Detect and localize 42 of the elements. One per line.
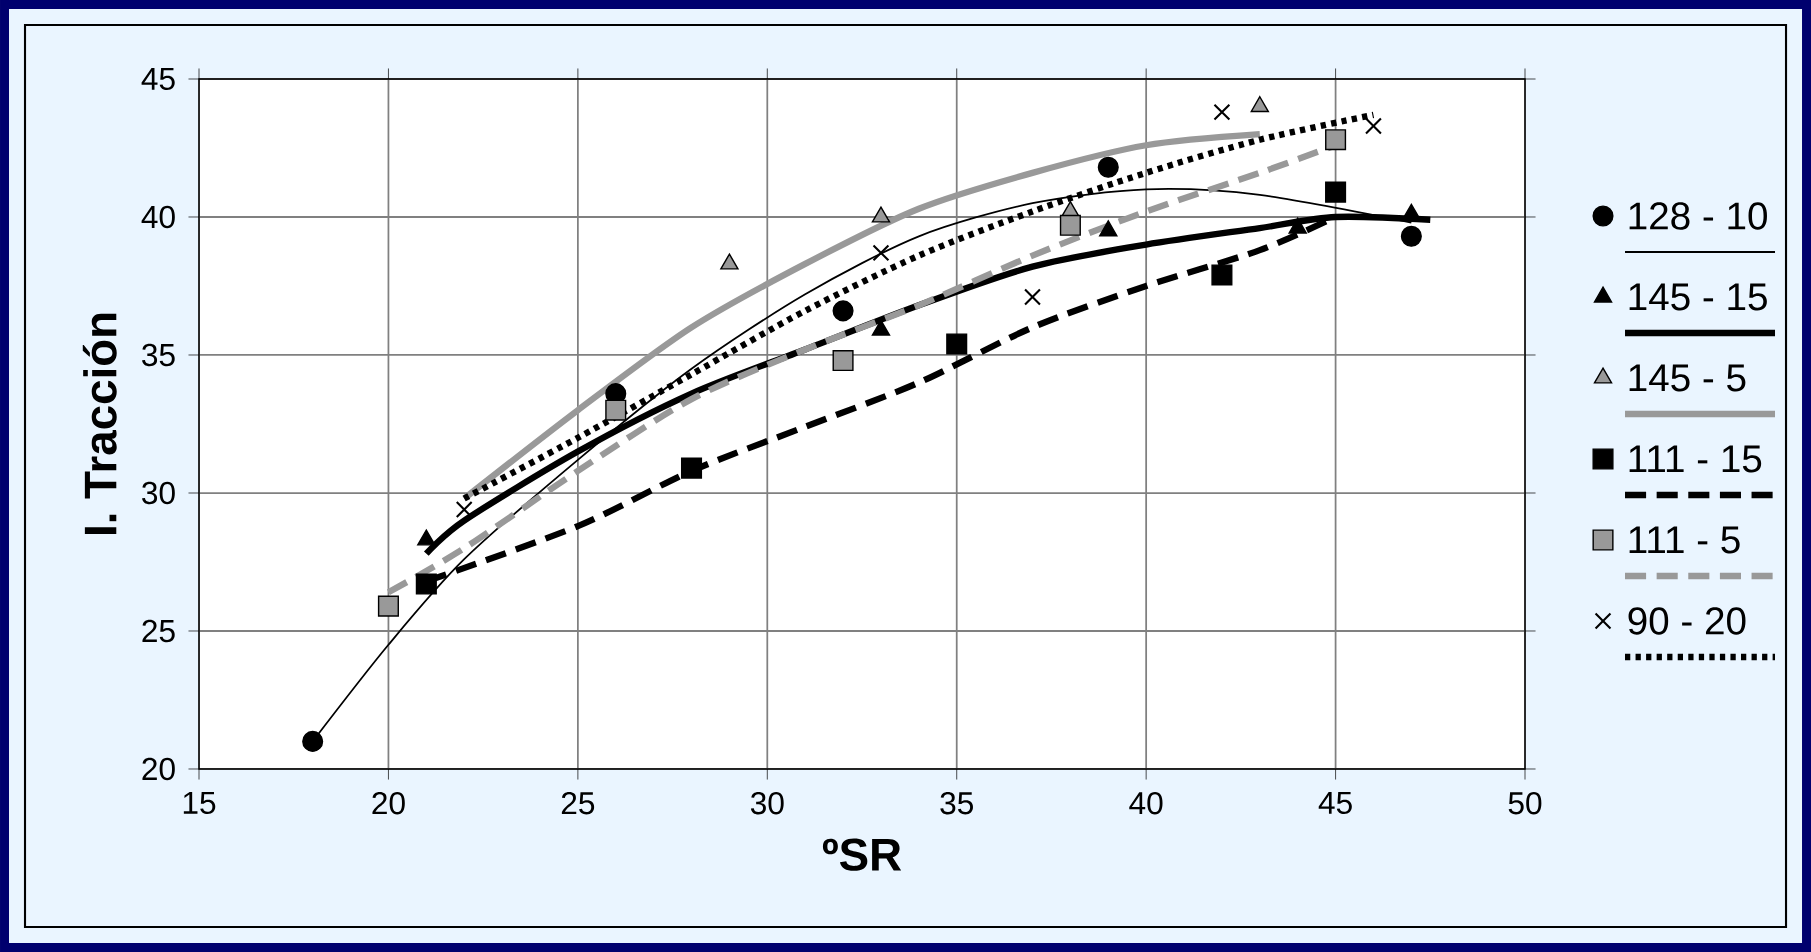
y-tick-label: 35 [142,343,175,367]
point [680,457,703,479]
x-tick-label: 40 [1129,791,1163,815]
x-tick-label: 15 [183,791,216,815]
x-tick-label: 45 [1318,791,1352,815]
x-axis-title: ºSR [822,838,902,871]
legend-label: 145 - 15 [1629,283,1767,311]
y-tick-label: 20 [142,757,175,781]
point [872,244,890,262]
point [415,573,437,595]
point [1364,117,1382,135]
x-tick-label: 30 [750,791,784,815]
x-tick-label: 35 [940,791,973,815]
point [1023,288,1042,306]
point [832,349,854,372]
point [1211,264,1233,286]
legend-label: 111 - 5 [1629,526,1740,554]
point [377,595,399,617]
x-tick-label: 20 [372,791,405,815]
y-tick-label: 45 [141,67,175,91]
point [302,730,324,752]
point [1059,214,1081,236]
point [455,501,473,519]
x-tick-label: 25 [561,791,595,815]
y-tick-label: 25 [142,619,175,643]
point [605,399,627,421]
point [1250,96,1270,113]
point [1097,156,1119,178]
point [1213,103,1231,121]
legend-label: 90 - 20 [1628,607,1746,635]
y-tick-label: 40 [141,205,175,229]
y-axis-title: I. Tracción [82,313,117,534]
point [1325,129,1347,151]
legend-label: 128 - 10 [1629,202,1767,230]
legend-label: 145 - 5 [1629,364,1746,392]
point [946,333,968,355]
point [832,300,854,322]
y-tick-label: 30 [142,481,175,505]
x-tick-label: 50 [1508,791,1542,815]
point [1400,225,1422,247]
point [1325,181,1347,203]
legend-label: 111 - 15 [1629,445,1762,473]
